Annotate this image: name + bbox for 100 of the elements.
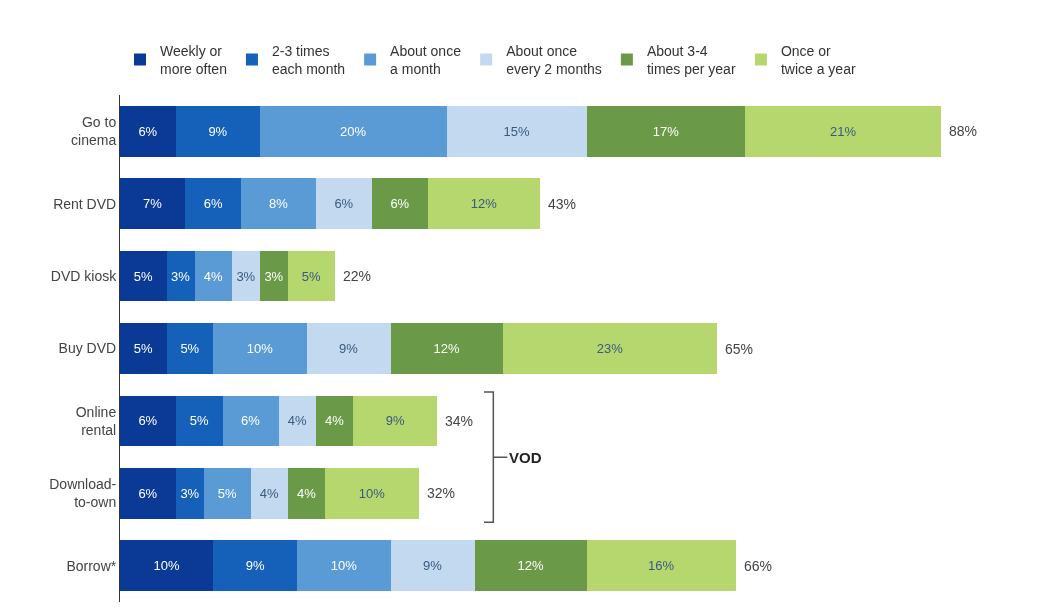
data-label: 6% [241, 413, 261, 429]
data-label: 5% [133, 268, 153, 284]
data-label: 10% [330, 558, 358, 574]
y-tick-label: Download- to-own [49, 476, 117, 511]
data-label: 4% [203, 268, 223, 284]
data-label: 4% [259, 485, 279, 501]
bar [315, 178, 372, 229]
total-label: 32% [427, 485, 456, 501]
data-label: 9% [423, 558, 443, 574]
bar [213, 323, 307, 374]
bar [297, 540, 391, 592]
data-label: 21% [830, 123, 857, 139]
data-label: 3% [171, 268, 191, 284]
bar [427, 178, 540, 229]
data-label: 9% [385, 413, 405, 429]
data-label: 9% [339, 341, 359, 356]
bar [306, 323, 391, 374]
bar [502, 323, 718, 374]
data-label: 3% [264, 268, 284, 284]
data-label: 8% [269, 196, 289, 212]
bar [120, 540, 214, 592]
bar [120, 178, 186, 229]
data-label: 15% [503, 123, 530, 139]
bar [325, 468, 419, 519]
data-label: 4% [325, 413, 345, 429]
data-label: 6% [138, 123, 158, 139]
bar [222, 395, 279, 447]
y-tick-label: Buy DVD [58, 340, 117, 357]
bar [745, 105, 942, 157]
bar [287, 468, 326, 519]
total-label: 43% [548, 196, 577, 212]
data-label: 5% [180, 341, 200, 356]
y-tick-label: Go to cinema [71, 114, 117, 149]
data-label: 16% [648, 558, 675, 574]
bar [231, 250, 260, 302]
bar [390, 540, 475, 592]
bar [259, 250, 288, 302]
total-label: 88% [949, 123, 978, 139]
data-label: 5% [133, 341, 153, 356]
total-label: 34% [445, 413, 474, 429]
total-label: 65% [725, 341, 754, 357]
bar [241, 178, 316, 229]
bar [194, 250, 232, 302]
bar [250, 468, 288, 519]
data-label: 10% [153, 558, 180, 574]
y-tick-label: DVD kiosk [50, 267, 118, 284]
bar [287, 250, 335, 302]
total-label: 22% [343, 268, 372, 284]
data-label: 9% [245, 558, 265, 574]
legend-label: About once every 2 months [506, 42, 602, 78]
annotation: VOD [509, 449, 542, 466]
legend-label: 2-3 times each month [271, 42, 346, 78]
data-label: 5% [301, 268, 321, 284]
bar [259, 105, 447, 157]
data-label: 9% [208, 123, 228, 139]
legend-label: Weekly or more often [160, 42, 227, 78]
y-tick-label: Online rental [75, 403, 117, 438]
bar [315, 395, 354, 447]
data-label: 6% [138, 413, 158, 429]
bar [176, 395, 223, 447]
y-tick-label: Borrow* [66, 557, 117, 574]
bar [120, 105, 176, 157]
data-label: 10% [246, 341, 274, 356]
bar [120, 468, 176, 519]
bar [166, 323, 214, 374]
bar [371, 178, 428, 229]
data-label: 3% [236, 268, 256, 284]
legend-label: About 3-4 times per year [646, 42, 736, 78]
bar [446, 105, 587, 157]
y-tick-label: Rent DVD [53, 195, 117, 212]
data-label: 4% [297, 485, 317, 501]
data-label: 3% [180, 485, 200, 501]
data-label: 6% [203, 196, 223, 212]
bar [390, 323, 503, 374]
bar [586, 105, 746, 157]
bar [353, 395, 438, 447]
data-label: 20% [340, 123, 367, 139]
data-label: 6% [334, 196, 354, 212]
bar [474, 540, 587, 592]
total-label: 66% [744, 558, 773, 574]
bar [185, 178, 242, 229]
data-label: 12% [433, 341, 460, 356]
data-label: 7% [143, 196, 163, 212]
bar [278, 395, 316, 447]
legend-label: Once or twice a year [780, 42, 856, 78]
bar [120, 395, 176, 447]
data-label: 5% [189, 413, 209, 429]
data-label: 5% [217, 485, 237, 501]
data-label: 12% [517, 558, 544, 574]
data-label: 6% [138, 485, 158, 501]
bar [176, 105, 260, 157]
bar [166, 250, 195, 302]
data-label: 6% [390, 196, 410, 212]
data-label: 12% [470, 196, 498, 212]
bar [120, 250, 167, 302]
data-label: 10% [358, 485, 386, 501]
bar [586, 540, 736, 592]
data-label: 17% [652, 123, 680, 139]
bar [176, 468, 204, 519]
legend-label: About once a month [390, 42, 462, 78]
